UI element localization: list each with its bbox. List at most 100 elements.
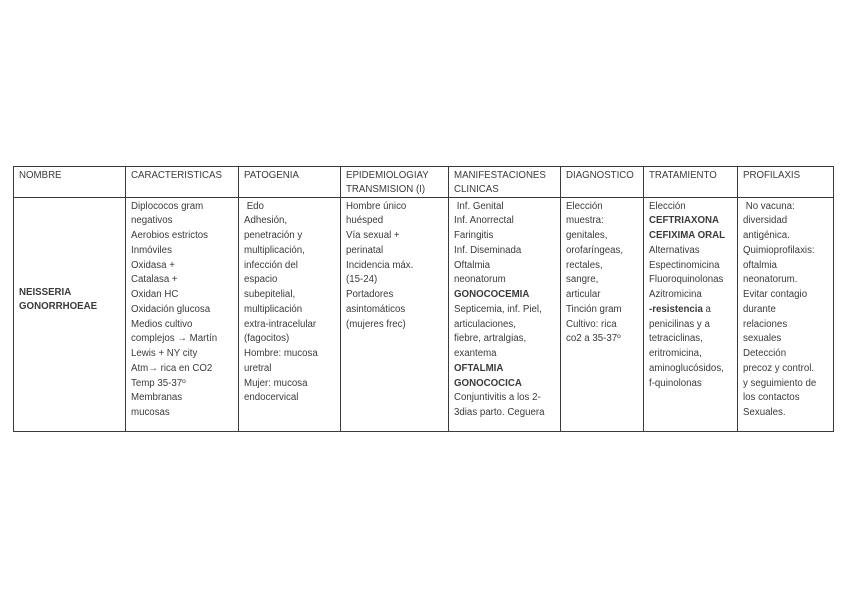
text-run: multiplicación, — [244, 244, 305, 256]
text-run: neonatorum. — [743, 274, 798, 286]
text-line-caracteristicas: Catalasa + — [131, 273, 235, 288]
text-run: Elección — [566, 200, 603, 212]
text-line-caracteristicas: Aerobios estrictos — [131, 229, 235, 244]
text-run: y seguimiento de — [743, 377, 817, 389]
text-run: Oxidasa + — [131, 259, 175, 271]
text-line-patogenia: Mujer: mucosa — [244, 377, 337, 392]
text-line-patogenia: penetración y — [244, 229, 337, 244]
text-run: penetración y — [244, 230, 303, 242]
text-run: extra-intracelular — [244, 318, 317, 330]
text-line-profilaxis: No vacuna: — [743, 200, 830, 215]
text-line-manifestaciones-clinicas: OFTALMIA — [454, 362, 557, 377]
column-header-line: TRANSMISION (I) — [346, 183, 426, 195]
text-line-epidemiologia-transmision: asintomáticos — [346, 303, 445, 318]
text-line-profilaxis: y seguimiento de — [743, 377, 830, 392]
cell-patogenia: Edo Adhesión, penetración y multiplicación,… — [238, 196, 341, 432]
cell-caracteristicas: Diplococos gram negativos Aerobios estrict… — [125, 196, 239, 432]
text-line-diagnostico: sangre, — [566, 273, 640, 288]
column-header-diagnostico: DIAGNOSTICO — [560, 166, 644, 198]
text-line-epidemiologia-transmision: (mujeres frec) — [346, 318, 445, 333]
text-line-profilaxis: precoz y control. — [743, 362, 830, 377]
bold-text-run: CEFTRIAXONA — [649, 215, 719, 227]
bold-text-run: GONOCOCICA — [454, 377, 522, 389]
text-run: subepitelial, — [244, 289, 296, 301]
text-line-patogenia: multiplicación, — [244, 244, 337, 259]
column-header-line: EPIDEMIOLOGIAY — [346, 170, 429, 181]
text-line-caracteristicas: Inmóviles — [131, 244, 235, 259]
text-line-manifestaciones-clinicas: neonatorum — [454, 273, 557, 288]
bold-text-run: OFTALMIA — [454, 362, 504, 374]
text-run: fiebre, artralgias, — [454, 333, 527, 345]
text-run: Espectinomicina — [649, 259, 720, 271]
text-run: endocervical — [244, 392, 299, 404]
text-line-patogenia: uretral — [244, 362, 337, 377]
text-line-patogenia: espacio — [244, 273, 337, 288]
text-line-patogenia: (fagocitos) — [244, 332, 337, 347]
text-run: (fagocitos) — [244, 333, 290, 345]
text-run: Tinción gram — [566, 303, 622, 315]
text-run: eritromicina, — [649, 348, 702, 360]
text-run: los contactos — [743, 392, 800, 404]
text-run: Detección — [743, 348, 787, 360]
text-line-caracteristicas: Diplococos gram — [131, 200, 235, 215]
text-run: Oxidación glucosa — [131, 303, 211, 315]
text-run: espacio — [244, 274, 278, 286]
text-run: (15-24) — [346, 274, 378, 286]
text-run: Medios cultivo — [131, 318, 193, 330]
text-run: Edo — [244, 200, 264, 212]
text-line-tratamiento: Alternativas — [649, 244, 734, 259]
text-line-caracteristicas: Medios cultivo — [131, 318, 235, 333]
text-line-diagnostico: Elección — [566, 200, 640, 215]
text-run: a — [702, 303, 711, 315]
bacteria-comparison-table: NOMBRE CARACTERISTICAS PATOGENIA EPIDEMIOLO… — [13, 166, 834, 432]
column-header-line: CLINICAS — [454, 183, 499, 195]
text-line-epidemiologia-transmision: Vía sexual + — [346, 229, 445, 244]
text-line-caracteristicas: mucosas — [131, 406, 235, 421]
text-line-diagnostico: Tinción gram — [566, 303, 640, 318]
text-line-profilaxis: relaciones — [743, 318, 830, 333]
text-line-manifestaciones-clinicas: 3dias parto. Ceguera — [454, 406, 557, 421]
text-line-caracteristicas: Lewis + NY city — [131, 347, 235, 362]
text-line-epidemiologia-transmision: perinatal — [346, 244, 445, 259]
text-line-patogenia: endocervical — [244, 391, 337, 406]
column-header-line: PATOGENIA — [244, 170, 299, 181]
text-run: (mujeres frec) — [346, 318, 406, 330]
text-line-manifestaciones-clinicas: fiebre, artralgias, — [454, 332, 557, 347]
column-header-line: TRATAMIENTO — [649, 170, 717, 181]
text-run: Mujer: mucosa — [244, 377, 308, 389]
text-line-manifestaciones-clinicas: Inf. Diseminada — [454, 244, 557, 259]
text-run: neonatorum — [454, 274, 506, 286]
text-line-profilaxis: Quimioprofilaxis: — [743, 244, 830, 259]
text-run: Evitar contagio — [743, 289, 808, 301]
text-run: sangre, — [566, 274, 599, 286]
column-header-line: DIAGNOSTICO — [566, 170, 634, 181]
text-line-diagnostico: co2 a 35-37º — [566, 332, 640, 347]
text-run: huésped — [346, 215, 384, 227]
text-line-manifestaciones-clinicas: Septicemia, inf. Piel, — [454, 303, 557, 318]
cell-nombre: NEISSERIA GONORRHOEAE — [13, 196, 126, 432]
text-run: mucosas — [131, 407, 170, 419]
text-run: genitales, — [566, 230, 608, 242]
header-row: NOMBRE CARACTERISTICAS PATOGENIA EPIDEMIOLO… — [13, 166, 834, 198]
text-run: Sexuales. — [743, 407, 786, 419]
text-run: rectales, — [566, 259, 603, 271]
text-run: perinatal — [346, 244, 384, 256]
text-line-patogenia: infección del — [244, 259, 337, 274]
text-run: antigénica. — [743, 230, 790, 242]
column-header-manifestaciones-clinicas: MANIFESTACIONES CLINICAS — [448, 166, 561, 198]
text-line-nombre: GONORRHOEAE — [19, 300, 122, 315]
text-run: 3dias parto. Ceguera — [454, 407, 545, 419]
column-header-line: NOMBRE — [19, 170, 62, 181]
text-line-manifestaciones-clinicas: Inf. Genital — [454, 200, 557, 215]
text-line-patogenia: subepitelial, — [244, 288, 337, 303]
text-line-caracteristicas: negativos — [131, 214, 235, 229]
table-row-neisseria-gonorrhoeae: NEISSERIA GONORRHOEAE Diplococos gram negat… — [13, 196, 834, 432]
text-run: Oxidan HC — [131, 289, 179, 301]
cell-epidemiologia-transmision: Hombre único huésped Vía sexual + perinatal… — [340, 196, 449, 432]
text-line-tratamiento: CEFTRIAXONA — [649, 214, 734, 229]
text-line-manifestaciones-clinicas: exantema — [454, 347, 557, 362]
text-line-tratamiento: f-quinolonas — [649, 377, 734, 392]
text-line-tratamiento: penicilinas y a — [649, 318, 734, 333]
text-line-patogenia: Edo — [244, 200, 337, 215]
